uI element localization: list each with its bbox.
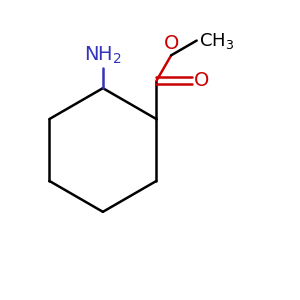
Text: O: O	[194, 71, 209, 90]
Text: O: O	[164, 34, 179, 53]
Text: CH$_3$: CH$_3$	[199, 31, 234, 51]
Text: NH$_2$: NH$_2$	[84, 45, 122, 66]
